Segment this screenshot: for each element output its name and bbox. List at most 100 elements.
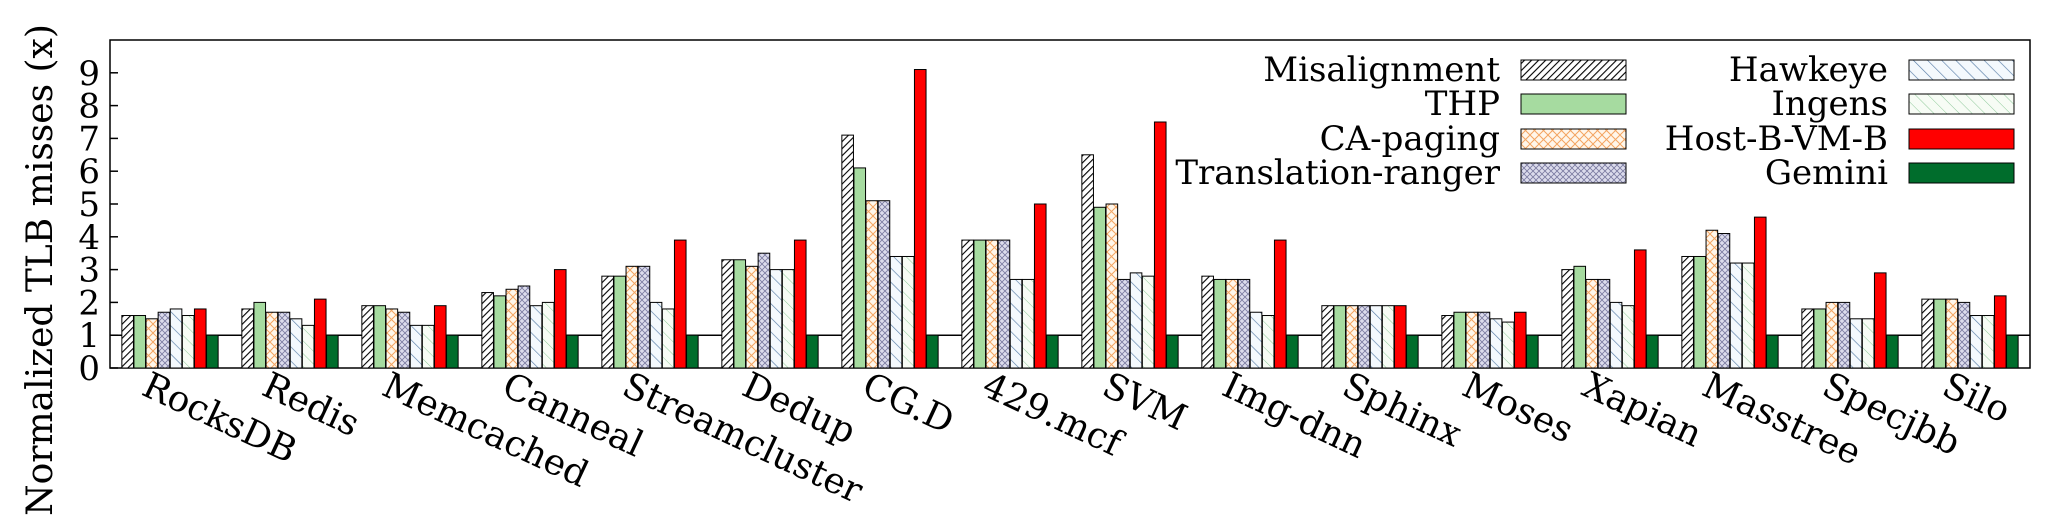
bar-thp-429-mcf <box>973 239 987 369</box>
legend-label: CA-paging <box>1320 119 1500 159</box>
bar-translation-ranger-masstree <box>1717 233 1731 369</box>
bar-host-b-vm-b-dedup <box>793 239 807 369</box>
legend-label: Translation-ranger <box>1175 153 1500 193</box>
legend-swatch-thp <box>1520 93 1627 115</box>
bar-misalignment-redis <box>241 308 254 369</box>
bar-ingens-sphinx <box>1381 305 1395 369</box>
bar-translation-ranger-silo <box>1957 301 1971 369</box>
bar-hawkeye-svm <box>1129 272 1143 369</box>
bar-ca-paging-masstree <box>1705 229 1719 369</box>
bar-hawkeye-429-mcf <box>1009 278 1023 369</box>
bars <box>121 69 2019 369</box>
bar-ingens-specjbb <box>1861 318 1875 369</box>
bar-ca-paging-429-mcf <box>985 239 999 369</box>
legend: MisalignmentTHPCA-pagingTranslation-rang… <box>1175 50 2015 193</box>
bar-gemini-rocksdb <box>206 334 219 369</box>
legend-label: Ingens <box>1771 84 1888 124</box>
bar-thp-moses <box>1453 311 1467 369</box>
legend-swatch-ca-paging <box>1520 128 1627 150</box>
y-tick-label: 9 <box>78 54 100 94</box>
bar-thp-rocksdb <box>133 315 147 369</box>
bar-misalignment-memcached <box>361 305 374 369</box>
bar-gemini-moses <box>1526 334 1539 369</box>
bar-ingens-silo <box>1981 315 1995 369</box>
bar-ingens-canneal <box>541 301 555 369</box>
bar-host-b-vm-b-masstree <box>1753 216 1767 369</box>
bar-ingens-streamcluster <box>661 308 675 369</box>
bar-ingens-img-dnn <box>1261 315 1275 369</box>
bar-hawkeye-specjbb <box>1849 318 1863 369</box>
legend-swatch-host-b-vm-b <box>1908 128 2015 150</box>
bar-thp-xapian <box>1573 265 1587 369</box>
bar-thp-svm <box>1093 206 1107 369</box>
bar-misalignment-xapian <box>1561 269 1574 369</box>
bar-host-b-vm-b-img-dnn <box>1273 239 1287 369</box>
legend-label: THP <box>1425 84 1500 124</box>
bar-hawkeye-rocksdb <box>169 308 183 369</box>
bar-ca-paging-svm <box>1105 203 1119 369</box>
y-tick-label: 6 <box>78 152 100 192</box>
bar-ingens-xapian <box>1621 305 1635 369</box>
bar-translation-ranger-sphinx <box>1357 305 1371 369</box>
bar-gemini-xapian <box>1646 334 1659 369</box>
bar-host-b-vm-b-svm <box>1153 121 1167 369</box>
bar-thp-cg-d <box>853 167 867 369</box>
y-tick-label: 1 <box>78 316 100 356</box>
legend-swatch-translation-ranger <box>1520 162 1627 184</box>
bar-translation-ranger-rocksdb <box>157 311 171 369</box>
bar-translation-ranger-429-mcf <box>997 239 1011 369</box>
bar-misalignment-moses <box>1441 315 1454 369</box>
bar-misalignment-sphinx <box>1321 305 1334 369</box>
bar-thp-streamcluster <box>613 275 627 369</box>
bar-gemini-canneal <box>566 334 579 369</box>
bar-ingens-429-mcf <box>1021 278 1035 369</box>
bar-thp-sphinx <box>1333 305 1347 369</box>
bar-translation-ranger-redis <box>277 311 291 369</box>
bar-gemini-cg-d <box>926 334 939 369</box>
bar-ca-paging-cg-d <box>865 200 879 369</box>
bar-hawkeye-sphinx <box>1369 305 1383 369</box>
bar-ingens-memcached <box>421 324 435 369</box>
bar-translation-ranger-dedup <box>757 252 771 369</box>
bar-ca-paging-silo <box>1945 298 1959 369</box>
legend-label: Gemini <box>1765 153 1888 193</box>
legend-swatch-misalignment <box>1520 59 1627 81</box>
bar-ingens-redis <box>301 324 315 369</box>
y-tick-label: 4 <box>78 218 100 258</box>
bar-ca-paging-redis <box>265 311 279 369</box>
bar-hawkeye-masstree <box>1729 262 1743 369</box>
bar-ca-paging-dedup <box>745 265 759 369</box>
bar-translation-ranger-memcached <box>397 311 411 369</box>
bar-gemini-429-mcf <box>1046 334 1059 369</box>
bar-misalignment-cg-d <box>841 134 854 369</box>
bar-misalignment-svm <box>1081 154 1094 369</box>
bar-hawkeye-dedup <box>769 269 783 369</box>
bar-host-b-vm-b-sphinx <box>1393 305 1407 369</box>
bar-thp-dedup <box>733 259 747 369</box>
bar-ca-paging-memcached <box>385 308 399 369</box>
bar-thp-img-dnn <box>1213 278 1227 369</box>
bar-ca-paging-moses <box>1465 311 1479 369</box>
bar-thp-canneal <box>493 295 507 369</box>
bar-hawkeye-streamcluster <box>649 301 663 369</box>
bar-host-b-vm-b-cg-d <box>913 69 927 369</box>
bar-misalignment-streamcluster <box>601 275 614 369</box>
bar-ingens-dedup <box>781 269 795 369</box>
bar-hawkeye-memcached <box>409 324 423 369</box>
bar-host-b-vm-b-memcached <box>433 305 447 369</box>
y-tick-label: 3 <box>78 251 100 291</box>
bar-host-b-vm-b-silo <box>1993 295 2007 369</box>
bar-ca-paging-specjbb <box>1825 301 1839 369</box>
legend-label: Hawkeye <box>1729 50 1888 90</box>
bar-misalignment-masstree <box>1681 255 1694 369</box>
bar-ingens-svm <box>1141 275 1155 369</box>
bar-thp-silo <box>1933 298 1947 369</box>
category-label: Xapian <box>1576 365 1708 456</box>
bar-translation-ranger-specjbb <box>1837 301 1851 369</box>
bar-gemini-masstree <box>1766 334 1779 369</box>
bar-translation-ranger-streamcluster <box>637 265 651 369</box>
bar-ingens-masstree <box>1741 262 1755 369</box>
category-label: CG.D <box>856 365 960 442</box>
bar-thp-specjbb <box>1813 308 1827 369</box>
